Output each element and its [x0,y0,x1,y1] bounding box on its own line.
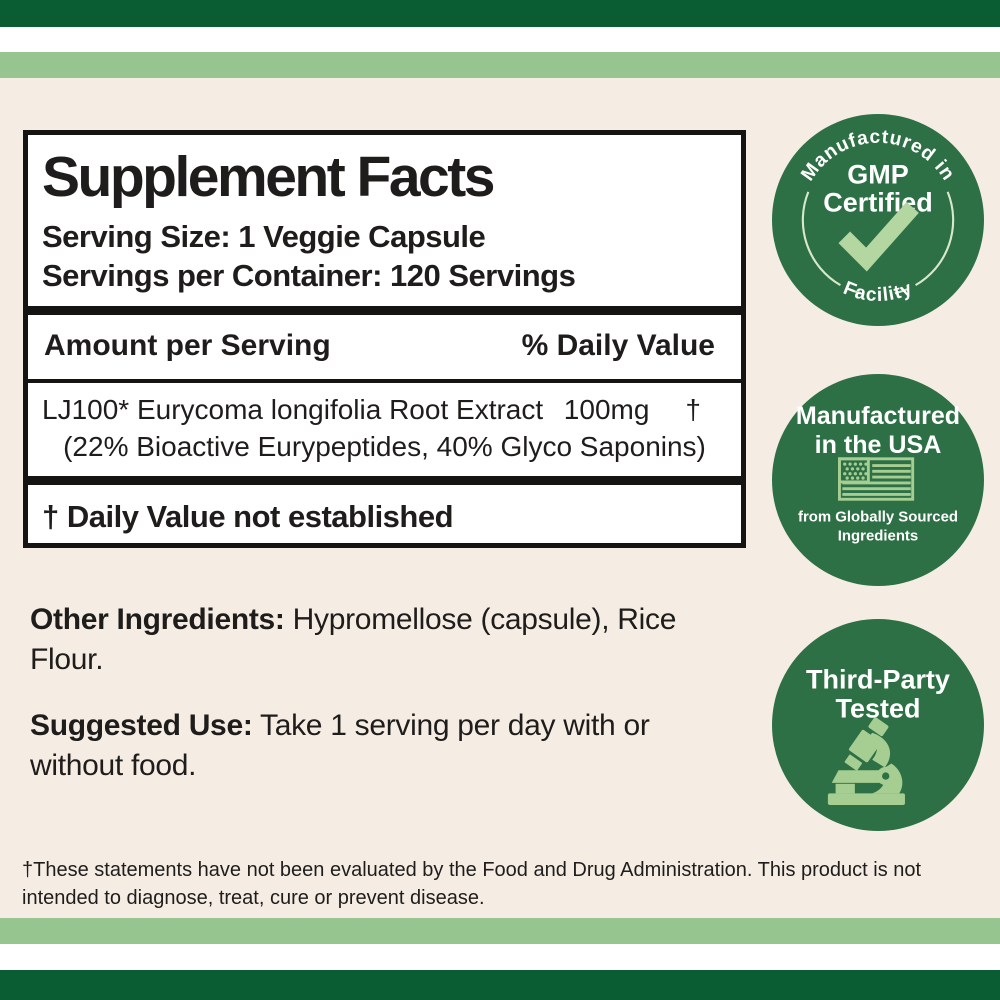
usa-flag-icon [838,457,915,501]
bottom-border-light [0,918,1000,944]
made-in-usa-badge: Manufactured in the USA [772,374,984,586]
daily-value-footnote: † Daily Value not established [42,498,454,534]
column-header-row: Amount per Serving % Daily Value [40,315,729,379]
ingredient-daily-value: † [685,393,701,425]
top-border-dark [0,0,1000,27]
third-party-title-line1: Third-Party [806,664,950,694]
separator-thick [28,305,741,315]
facts-header: Supplement Facts Serving Size: 1 Veggie … [28,135,741,535]
badge-ring [801,191,955,295]
top-border-light [0,52,1000,78]
serving-size-line: Serving Size: 1 Veggie Capsule [42,219,486,254]
gmp-title-line1: GMP [847,159,908,189]
checkmark-icon [838,202,919,272]
bottom-border-dark [0,970,1000,1000]
amount-per-serving-header: Amount per Serving [44,328,331,362]
third-party-tested-badge: Third-Party Tested [772,619,984,831]
other-ingredients-paragraph: Other Ingredients: Hypromellose (capsule… [30,600,690,680]
ingredient-detail: (22% Bioactive Eurypeptides, 40% Glyco S… [63,430,706,462]
supplement-facts-panel: Supplement Facts Serving Size: 1 Veggie … [23,130,746,548]
fda-disclaimer: †These statements have not been evaluate… [22,859,922,909]
bottom-border-white [0,944,1000,970]
suggested-use-text: Take 1 serving per day with or without f… [30,709,650,782]
ingredient-amount: 100mg [563,393,650,425]
suggested-use-paragraph: Suggested Use: Take 1 serving per day wi… [30,706,678,786]
other-ingredients-text: Hypromellose (capsule), Rice Flour. [30,603,677,676]
supplement-facts-title: Supplement Facts [42,145,495,209]
separator-thin [28,378,741,383]
usa-subtitle-line2: Ingredients [838,528,918,545]
usa-title-line2: in the USA [815,431,942,459]
suggested-use-label: Suggested Use: [30,709,253,742]
third-party-title-line2: Tested [836,693,921,723]
ingredient-row: LJ100* Eurycoma longifolia Root Extract … [40,383,729,476]
top-border-white [0,27,1000,52]
badge-circle [772,374,984,586]
daily-value-header: % Daily Value [521,328,715,362]
ingredient-name: LJ100* Eurycoma longifolia Root Extract [42,393,544,425]
other-ingredients-label: Other Ingredients: [30,603,285,636]
gmp-certified-badge: Manufactured in GMP Certified Facility [772,114,984,326]
separator-thick [28,475,741,485]
servings-per-container-line: Servings per Container: 120 Servings [42,257,576,293]
ingredient-main-line: LJ100* Eurycoma longifolia Root Extract … [40,394,729,426]
usa-subtitle-line1: from Globally Sourced [798,508,958,525]
usa-title-line1: Manufactured [796,402,960,430]
microscope-icon [827,717,905,805]
